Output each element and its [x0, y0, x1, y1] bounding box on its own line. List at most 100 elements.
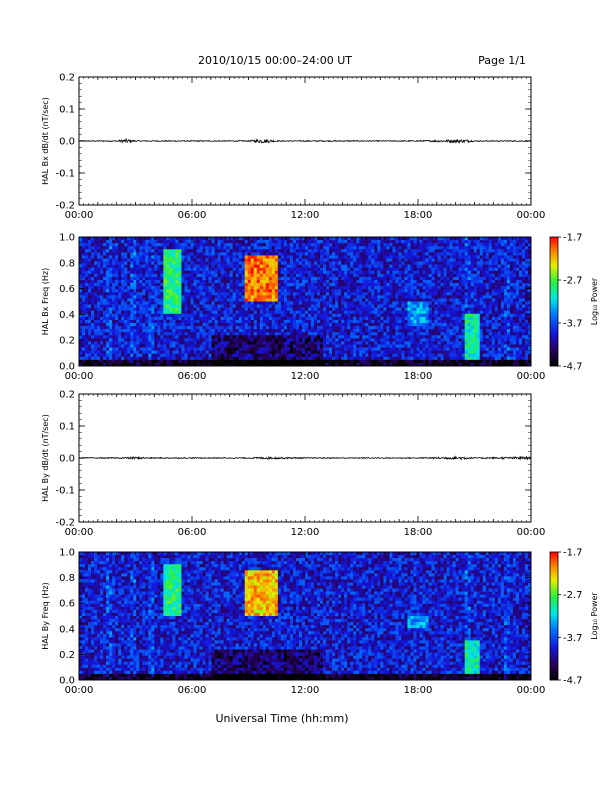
spectrogram-cell: [205, 362, 209, 367]
spectrogram-cell: [205, 316, 209, 321]
spectrogram-cell: [274, 249, 279, 253]
spectrogram-cell: [305, 243, 309, 247]
spectrogram-cell: [410, 252, 414, 256]
spectrogram-cell: [389, 316, 393, 321]
spectrogram-cell: [118, 289, 122, 293]
spectrogram-cell: [356, 301, 360, 305]
spectrogram-cell: [94, 332, 98, 336]
spectrogram-cell: [404, 286, 408, 290]
spectrogram-cell: [244, 313, 249, 318]
spectrogram-cell: [133, 341, 137, 345]
spectrogram-cell: [226, 301, 230, 305]
spectrogram-cell: [308, 243, 312, 247]
spectrogram-cell: [106, 267, 110, 272]
spectrogram-cell: [416, 283, 420, 287]
spectrogram-cell: [283, 249, 288, 253]
spectrogram-cell: [112, 329, 116, 333]
spectrogram-cell: [344, 335, 348, 339]
spectrogram-cell: [181, 246, 185, 250]
spectrogram-cell: [274, 319, 279, 324]
spectrogram-cell: [145, 267, 149, 272]
spectrogram-cell: [347, 252, 351, 256]
spectrogram-cell: [338, 304, 342, 308]
spectrogram-cell: [311, 249, 315, 253]
spectrogram-cell: [362, 313, 366, 318]
spectrogram-cell: [268, 261, 273, 265]
spectrogram-cell: [413, 252, 417, 256]
spectrogram-cell: [365, 286, 369, 290]
spectrogram-cell: [365, 276, 369, 281]
spectrogram-cell: [301, 246, 306, 250]
spectrogram-cell: [404, 283, 408, 287]
spectrogram-cell: [97, 273, 101, 278]
spectrogram-cell: [196, 335, 200, 339]
spectrogram-cell: [139, 252, 143, 256]
spectrogram-cell: [172, 295, 176, 299]
spectrogram-cell: [247, 332, 252, 336]
spectrogram-cell: [368, 347, 372, 351]
spectrogram-cell: [283, 359, 288, 364]
spectrogram-cell: [85, 286, 89, 290]
spectrogram-cell: [94, 292, 98, 296]
spectrogram-cell: [413, 310, 417, 315]
spectrogram-cell: [398, 283, 402, 287]
spectrogram-cell: [311, 344, 315, 348]
spectrogram-cell: [142, 292, 146, 296]
spectrogram-cell: [106, 359, 110, 364]
spectrogram-cell: [268, 319, 273, 324]
spectrogram-cell: [353, 267, 357, 272]
spectrogram-cell: [163, 286, 167, 290]
spectrogram-cell: [401, 276, 405, 281]
spectrogram-cell: [160, 347, 164, 351]
spectrogram-cell: [103, 276, 107, 281]
spectrogram-cell: [383, 329, 387, 333]
spectrogram-cell: [88, 313, 92, 318]
spectrogram-cell: [178, 347, 182, 351]
spectrogram-cell: [314, 353, 318, 358]
spectrogram-cell: [235, 237, 239, 241]
spectrogram-cell: [175, 329, 179, 333]
spectrogram-cell: [398, 261, 402, 265]
spectrogram-cell: [274, 255, 279, 259]
spectrogram-cell: [377, 310, 381, 315]
spectrogram-cell: [389, 295, 393, 299]
spectrogram-cell: [326, 255, 330, 259]
spectrogram-cell: [395, 319, 399, 324]
spectrogram-cell: [91, 249, 95, 253]
spectrogram-cell: [305, 286, 309, 290]
spectrogram-cell: [241, 283, 246, 287]
spectrogram-cell: [380, 362, 384, 367]
spectrogram-cell: [115, 323, 119, 327]
spectrogram-cell: [112, 295, 116, 299]
spectrogram-cell: [377, 292, 381, 296]
spectrogram-cell: [298, 295, 303, 299]
spectrogram-cell: [241, 359, 246, 364]
spectrogram-cell: [199, 313, 203, 318]
spectrogram-cell: [100, 329, 104, 333]
spectrogram-cell: [410, 237, 414, 241]
spectrogram-cell: [308, 326, 312, 330]
spectrogram-cell: [223, 341, 227, 345]
spectrogram-cell: [380, 252, 384, 256]
spectrogram-cell: [362, 301, 366, 305]
spectrogram-cell: [193, 307, 197, 312]
spectrogram-cell: [148, 298, 152, 302]
spectrogram-cell: [238, 280, 243, 284]
spectrogram-cell: [383, 292, 387, 296]
spectrogram-cell: [289, 267, 294, 272]
spectrogram-cell: [166, 283, 170, 287]
spectrogram-cell: [329, 292, 333, 296]
spectrogram-cell: [223, 255, 227, 259]
spectrogram-cell: [217, 237, 221, 241]
spectrogram-cell: [253, 332, 258, 336]
spectrogram-cell: [178, 307, 182, 312]
spectrogram-cell: [232, 240, 236, 244]
spectrogram-cell: [368, 310, 372, 315]
spectrogram-cell: [265, 341, 270, 345]
spectrogram-cell: [368, 273, 372, 278]
spectrogram-cell: [332, 240, 336, 244]
spectrogram-cell: [286, 264, 291, 269]
spectrogram-cell: [356, 243, 360, 247]
spectrogram-cell: [286, 295, 291, 299]
spectrogram-cell: [100, 362, 104, 367]
